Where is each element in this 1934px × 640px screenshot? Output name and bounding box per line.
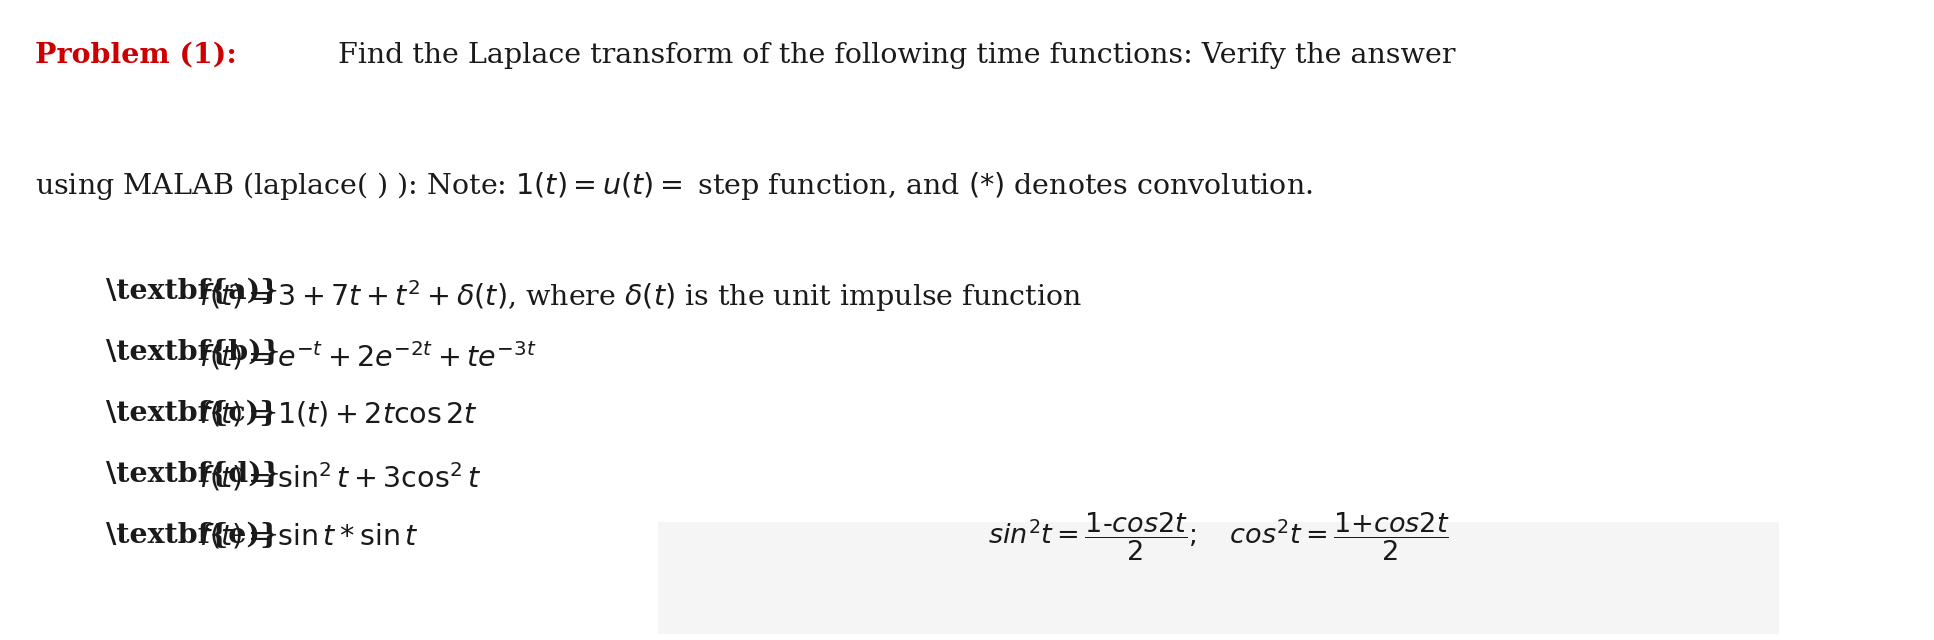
Text: $\mathit{sin}^2\mathit{t} = \dfrac{1\text{-}\mathit{cos}2\mathit{t}}{2}$$;\quad : $\mathit{sin}^2\mathit{t} = \dfrac{1\tex…	[988, 511, 1449, 563]
Text: $f(t) = 3 + 7t + t^2 + \delta(t)$, where $\delta(t)$ is the unit impulse functio: $f(t) = 3 + 7t + t^2 + \delta(t)$, where…	[199, 278, 1083, 314]
Text: \textbf{d)}: \textbf{d)}	[106, 461, 280, 488]
Text: using MALAB (laplace( ) ): Note: $1(t) = u(t) =$ step function, and $(*)$ denote: using MALAB (laplace( ) ): Note: $1(t) =…	[35, 170, 1313, 202]
Text: $f(t) = e^{-t} + 2e^{-2t} + te^{-3t}$: $f(t) = e^{-t} + 2e^{-2t} + te^{-3t}$	[199, 339, 536, 372]
Text: \textbf{e)}: \textbf{e)}	[106, 522, 278, 548]
Text: Find the Laplace transform of the following time functions: Verify the answer: Find the Laplace transform of the follow…	[338, 42, 1456, 68]
Text: $f(t) = \sin t * \sin t$: $f(t) = \sin t * \sin t$	[199, 522, 420, 550]
Text: \textbf{b)}: \textbf{b)}	[106, 339, 280, 366]
Text: \textbf{a)}: \textbf{a)}	[106, 278, 278, 305]
Text: $f(t) = 1(t) + 2t \cos 2t$: $f(t) = 1(t) + 2t \cos 2t$	[199, 400, 478, 429]
Text: Problem (1):: Problem (1):	[35, 42, 236, 68]
Text: \textbf{c)}: \textbf{c)}	[106, 400, 278, 427]
FancyBboxPatch shape	[658, 522, 1779, 634]
Text: $f(t) = \sin^2 t + 3\cos^2 t$: $f(t) = \sin^2 t + 3\cos^2 t$	[199, 461, 482, 493]
